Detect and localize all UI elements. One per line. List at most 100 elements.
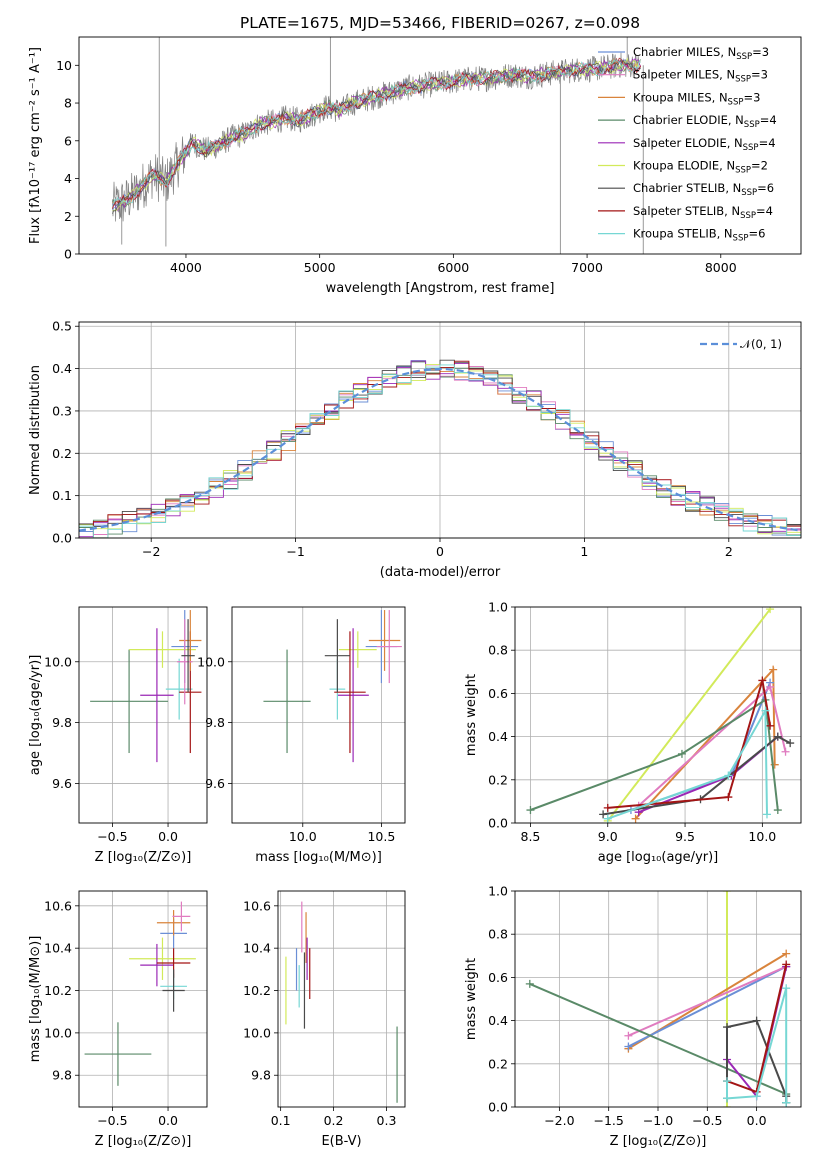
plus-marker <box>525 979 534 988</box>
plus-marker <box>603 803 612 812</box>
axes-frame <box>277 890 406 1108</box>
plus-marker <box>766 721 775 730</box>
x-tick-label: −1 <box>286 544 304 559</box>
x-tick-label: −0.5 <box>97 1113 127 1128</box>
x-tick-label: 0 <box>436 544 444 559</box>
y-tick-label: 4 <box>64 171 72 186</box>
plus-marker <box>782 949 791 958</box>
legend-label: Kroupa ELODIE, NSSP=2 <box>633 159 768 176</box>
plot-area <box>525 891 791 1107</box>
y-tick-label: 10.0 <box>44 1025 72 1040</box>
weight-line <box>607 707 768 820</box>
plus-marker <box>782 960 791 969</box>
x-tick-label: −1.5 <box>594 1113 624 1128</box>
residual-histogram <box>79 360 801 538</box>
x-tick-label: 0.0 <box>158 1113 178 1128</box>
panel-residuals: 𝒩(0, 1) −2 −1 0 1 2 0.0 0.1 0.2 0.3 0.4 0.5 (data-mo… <box>28 319 802 580</box>
x-tick-label: 10.5 <box>367 829 395 844</box>
x-tick-label: 4000 <box>170 260 202 275</box>
y-tick-label: 9.6 <box>52 776 72 791</box>
plot-area <box>285 901 398 1103</box>
y-tick-label: 10.2 <box>44 983 72 998</box>
y-tick-label: 9.8 <box>251 1068 271 1083</box>
axes-frame <box>78 606 208 824</box>
y-axis-label: mass [log₁₀(M/M⊙)] <box>28 936 43 1063</box>
weight-line <box>627 965 787 1037</box>
model-spectrum-line <box>112 58 641 207</box>
axes-frame <box>514 606 802 824</box>
x-tick-label: 0.0 <box>747 1113 767 1128</box>
weight-line <box>602 735 791 816</box>
y-tick-label: 0.6 <box>488 970 508 985</box>
y-tick-label: 8 <box>64 96 72 111</box>
panel-massweight_vs_Z: −2.0 −1.5 −1.0 −0.5 0.0 0.0 0.2 0.4 0.6 0.8 1.0 Z [… <box>464 884 802 1149</box>
plus-marker <box>723 1094 732 1103</box>
weight-line <box>627 965 787 1048</box>
x-tick-label: 2 <box>725 544 733 559</box>
weight-line <box>607 608 771 822</box>
model-spectrum-line <box>112 59 641 214</box>
plus-marker <box>752 1016 761 1025</box>
y-tick-label: 0.4 <box>488 1013 508 1028</box>
plus-marker <box>786 739 795 748</box>
x-tick-label: 10.0 <box>289 829 317 844</box>
x-tick-label: 10.0 <box>748 829 776 844</box>
y-tick-label: 0.2 <box>52 446 72 461</box>
plus-marker <box>766 682 775 691</box>
y-tick-label: 0.8 <box>488 643 508 658</box>
model-spectrum-line <box>112 58 641 208</box>
y-tick-label: 10.4 <box>243 941 271 956</box>
x-axis-label: (data-model)/error <box>380 565 501 580</box>
legend-label: Kroupa MILES, NSSP=3 <box>633 90 760 107</box>
x-axis-label: E(B-V) <box>321 1134 361 1149</box>
legend-label: Salpeter MILES, NSSP=3 <box>633 68 768 85</box>
plus-marker <box>758 676 767 685</box>
plot-area <box>263 610 402 763</box>
panel-age_vs_Z: −0.5 0.0 9.6 9.8 10.0 Z [log₁₀(Z/Z⊙)] age [log… <box>28 606 208 865</box>
chart-title: PLATE=1675, MJD=53466, FIBERID=0267, z=0… <box>240 14 640 32</box>
x-axis-label: Z [log₁₀(Z/Z⊙)] <box>610 1134 707 1149</box>
x-axis-label: Z [log₁₀(Z/Z⊙)] <box>95 1134 192 1149</box>
plus-marker <box>631 814 640 823</box>
x-tick-label: 0.2 <box>324 1113 344 1128</box>
y-tick-label: 10.0 <box>44 654 72 669</box>
y-tick-label: 0.1 <box>52 488 72 503</box>
x-tick-label: 7000 <box>571 260 603 275</box>
legend-label: Chabrier MILES, NSSP=3 <box>633 45 769 62</box>
model-spectrum-line <box>112 59 641 208</box>
plus-marker <box>766 607 775 614</box>
y-tick-label: 0.0 <box>488 816 508 831</box>
y-tick-label: 0.4 <box>52 361 72 376</box>
y-tick-label: 9.8 <box>205 715 225 730</box>
plot-area <box>112 37 644 254</box>
y-tick-label: 1.0 <box>488 884 508 899</box>
x-tick-label: −2.0 <box>544 1113 574 1128</box>
panel-spectrum: Chabrier MILES, NSSP=3 Salpeter MILES, NS… <box>28 14 802 296</box>
plus-marker <box>781 747 790 756</box>
y-tick-label: 0.3 <box>52 403 72 418</box>
gaussian-curve <box>79 367 801 532</box>
y-tick-label: 0.6 <box>488 686 508 701</box>
y-tick-label: 0.2 <box>488 1056 508 1071</box>
plus-marker <box>677 749 686 758</box>
y-tick-label: 10.0 <box>243 1025 271 1040</box>
plus-marker <box>723 1077 732 1086</box>
plus-marker <box>723 1103 732 1107</box>
plus-marker <box>761 706 770 715</box>
plus-marker <box>773 806 782 815</box>
y-tick-label: 10.4 <box>44 941 72 956</box>
legend-label: Salpeter STELIB, NSSP=4 <box>633 204 773 221</box>
y-tick-label: 10.0 <box>197 654 225 669</box>
plus-marker <box>599 810 608 819</box>
y-tick-label: 0.0 <box>52 531 72 546</box>
y-tick-label: 0.4 <box>488 729 508 744</box>
y-tick-label: 10.6 <box>44 898 72 913</box>
panel-age_vs_mass: 10.0 10.5 9.6 9.8 10.0 mass [log₁₀(M/M⊙)] <box>197 606 406 865</box>
plot-area <box>90 610 202 763</box>
y-axis-label: mass weight <box>464 674 479 756</box>
x-tick-label: 1 <box>580 544 588 559</box>
legend-label: 𝒩(0, 1) <box>740 337 782 351</box>
plus-marker <box>624 1031 633 1040</box>
x-tick-label: −2 <box>142 544 160 559</box>
y-tick-label: 10.6 <box>243 898 271 913</box>
